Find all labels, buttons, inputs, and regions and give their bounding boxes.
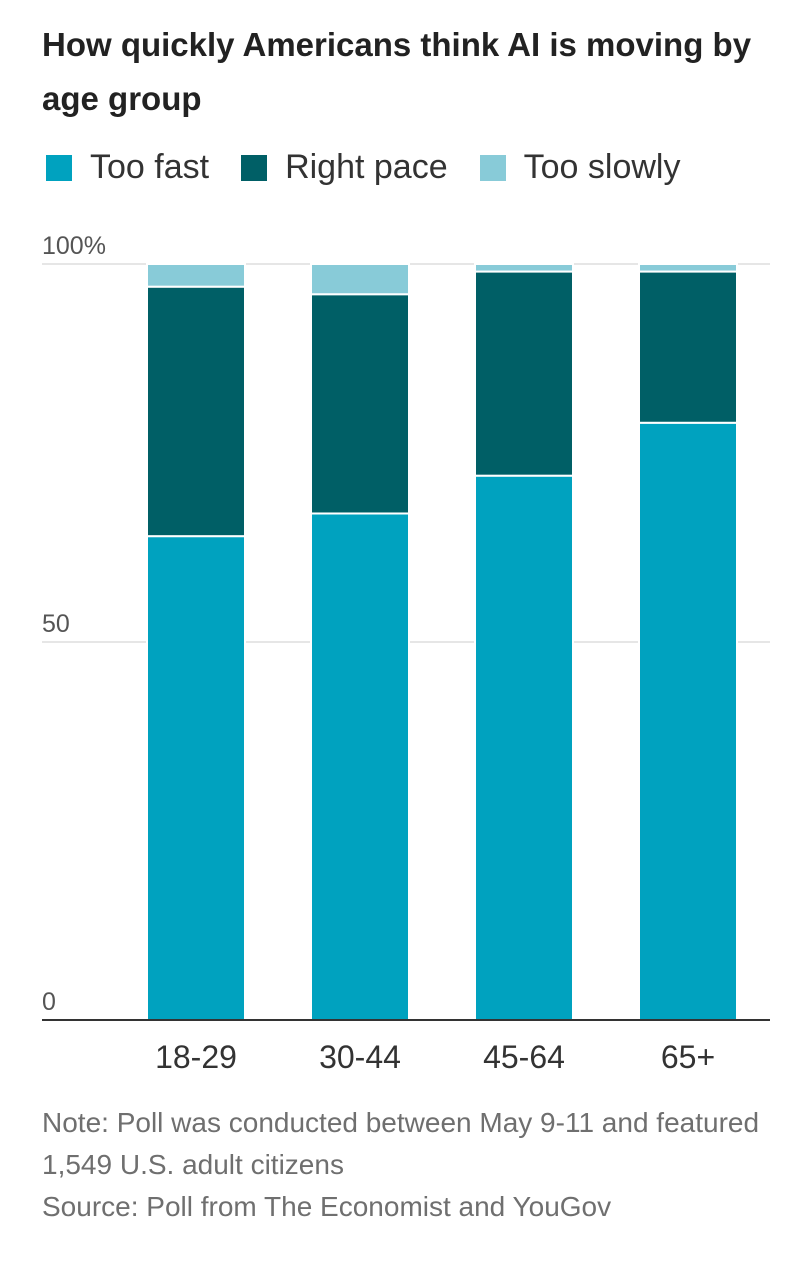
x-tick-label: 45-64 (483, 1039, 565, 1075)
y-tick-label: 50 (42, 610, 70, 638)
bar-segment (474, 474, 574, 1021)
chart-title: How quickly Americans think AI is moving… (42, 26, 752, 117)
bar-segment (310, 263, 410, 296)
bar-segment (146, 285, 246, 538)
legend-item-right-pace: Right pace (241, 148, 448, 187)
legend-label-too-slowly: Too slowly (523, 148, 681, 186)
bar-segment (638, 270, 738, 424)
footer-source: Source: Poll from The Economist and YouG… (42, 1191, 612, 1222)
bar-segment (146, 535, 246, 1021)
footer-note: Note: Poll was conducted between May 9-1… (42, 1107, 760, 1180)
bars (146, 263, 738, 1021)
x-tick-label: 30-44 (319, 1039, 401, 1075)
legend-label-too-fast: Too fast (90, 148, 210, 186)
legend-swatch-too-fast (46, 154, 72, 181)
y-tick-label: 0 (42, 988, 56, 1016)
bar-segment (474, 263, 574, 273)
x-tick-label: 65+ (661, 1039, 715, 1075)
bar-segment (146, 263, 246, 288)
legend-swatch-right-pace (241, 154, 268, 181)
bar-segment (310, 512, 410, 1021)
legend: Too fast Right pace Too slowly (46, 148, 712, 187)
legend-item-too-fast: Too fast (46, 148, 209, 187)
stacked-bar-chart: 0 50 100% 18-29 30-44 45-64 65+ (42, 232, 770, 1075)
legend-swatch-too-slowly (479, 154, 506, 181)
y-tick-label: 100% (42, 232, 106, 260)
legend-item-too-slowly: Too slowly (479, 148, 681, 187)
x-tick-label: 18-29 (155, 1039, 237, 1075)
bar-segment (310, 293, 410, 515)
bar-segment (638, 421, 738, 1021)
legend-label-right-pace: Right pace (285, 148, 448, 186)
chart-footer: Note: Poll was conducted between May 9-1… (42, 1102, 782, 1228)
bar-segment (474, 270, 574, 477)
bar-segment (638, 263, 738, 273)
axes: 0 50 100% 18-29 30-44 45-64 65+ (42, 232, 770, 1075)
